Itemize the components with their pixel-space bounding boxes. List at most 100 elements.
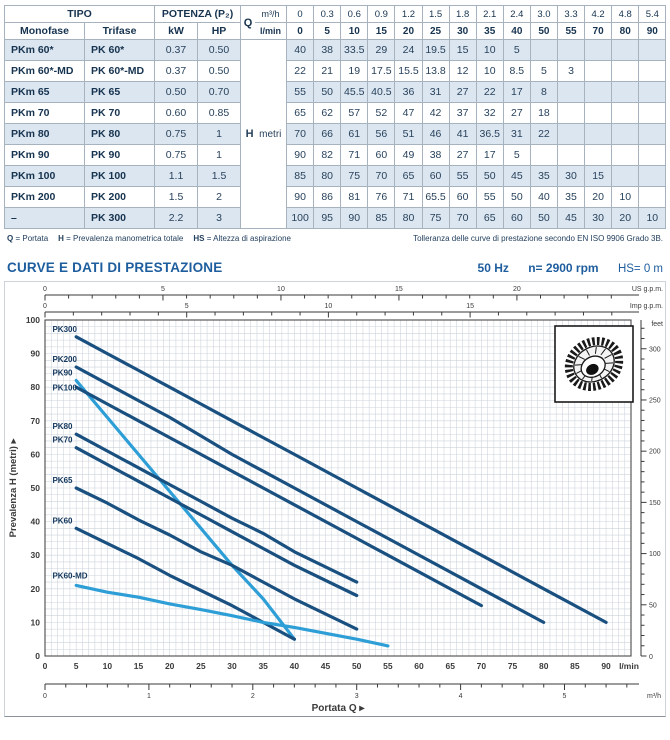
frequency-value: 50 Hz [477,261,509,275]
q-value-m3h: 3.0 [529,5,558,23]
q-value-lmin: 80 [611,22,640,40]
svg-text:300: 300 [649,346,661,353]
head-value: 71 [340,144,369,166]
curve-PK100 [74,385,483,608]
svg-text:PK70: PK70 [52,436,73,445]
head-value [638,144,667,166]
col-header-potenza: POTENZA (P₂) [154,5,242,23]
head-value [584,144,613,166]
svg-text:40: 40 [290,661,300,671]
head-value: 5 [502,144,531,166]
head-value: 30 [556,165,586,187]
head-value: 10 [638,207,667,229]
head-value: 80 [394,207,423,229]
head-value: 20 [584,186,613,208]
head-value: 60 [367,144,396,166]
col-header-tipo: TIPO [3,5,156,23]
head-value: 37 [448,102,477,124]
head-value: 19.5 [421,39,450,61]
head-value: 10 [611,186,640,208]
model-trifase: PK 65 [83,81,156,103]
head-value: 27 [502,102,531,124]
head-value: 33.5 [340,39,369,61]
head-value: 38 [421,144,450,166]
axis-imp-gpm: 0 5 10 15 Imp g.p.m. [43,303,663,318]
head-value: 50 [502,186,531,208]
head-value: 71 [394,186,423,208]
svg-text:PK300: PK300 [52,325,77,334]
head-value: 31 [502,123,531,145]
q-symbol: Q [243,16,253,29]
head-value: 18 [529,102,558,124]
head-value: 31 [421,81,450,103]
power-hp: 0.50 [197,39,242,61]
head-value: 62 [313,102,342,124]
svg-text:50: 50 [352,661,362,671]
head-value [556,102,586,124]
svg-text:10: 10 [325,303,333,310]
power-hp: 2 [197,186,242,208]
head-value: 22 [529,123,558,145]
svg-text:PK65: PK65 [52,476,73,485]
head-value: 27 [448,81,477,103]
table-row: PKm 70 PK 70 0.60 0.85 65 62 57 52 47 42 37 32 27 18 [4,102,667,124]
power-hp: 0.50 [197,60,242,82]
q-value-lmin: 0 [286,22,315,40]
q-value-m3h: 4.2 [584,5,613,23]
head-value: 81 [340,186,369,208]
svg-text:PK80: PK80 [52,422,73,431]
head-value: 55 [286,81,315,103]
head-value: 50 [529,207,558,229]
head-value: 17.5 [367,60,396,82]
suction-head-value: HS= 0 m [617,263,663,275]
power-kw: 0.37 [154,39,199,61]
head-value: 19 [340,60,369,82]
col-header-trifase: Trifase [83,22,156,40]
power-kw: 1.5 [154,186,199,208]
head-value: 10 [475,60,504,82]
svg-text:5: 5 [185,303,189,310]
model-monofase: – [4,207,85,229]
head-value: 70 [367,165,396,187]
q-value-m3h: 2.4 [502,5,531,23]
head-value [556,123,586,145]
head-value: 40.5 [367,81,396,103]
q-value-m3h: 0.3 [313,5,342,23]
head-value: 50 [313,81,342,103]
head-value [638,39,667,61]
head-value: 27 [448,144,477,166]
head-value: 85 [286,165,315,187]
head-value: 82 [313,144,342,166]
svg-text:PK100: PK100 [52,384,77,393]
svg-text:2: 2 [251,693,255,700]
axis-lmin: 0 5 10 15 20 25 30 35 40 45 50 55 60 65 70 75 80 85 90 l/mi… [43,661,639,671]
q-value-m3h: 3.3 [556,5,586,23]
q-value-m3h: 1.5 [421,5,450,23]
head-value: 47 [394,102,423,124]
speed-value: n= 2900 rpm [528,261,599,275]
svg-text:55: 55 [383,661,393,671]
curve-PK60 [74,526,296,641]
head-value [556,144,586,166]
head-value [584,81,613,103]
tolerance-note: Tolleranza delle curve di prestazione se… [413,234,663,243]
svg-text:0: 0 [43,661,48,671]
svg-text:80: 80 [31,382,41,392]
head-value [584,39,613,61]
head-value: 21 [313,60,342,82]
head-value: 40 [286,39,315,61]
axis-feet: 50 100 150 200 250 300 0 feet [640,320,663,661]
head-value: 90 [286,144,315,166]
head-value: 38 [313,39,342,61]
model-trifase: PK 300 [83,207,156,229]
head-value [638,123,667,145]
head-value: 60 [502,207,531,229]
svg-text:0: 0 [43,303,47,310]
head-value: 95 [313,207,342,229]
model-monofase: PKm 70 [4,102,85,124]
q-value-lmin: 20 [394,22,423,40]
head-value: 8 [529,81,558,103]
q-value-m3h: 2.1 [475,5,504,23]
table-row: PKm 60* PK 60* 0.37 0.50 H metri 40 38 33.5 29 24… [4,39,667,229]
head-value: 75 [340,165,369,187]
